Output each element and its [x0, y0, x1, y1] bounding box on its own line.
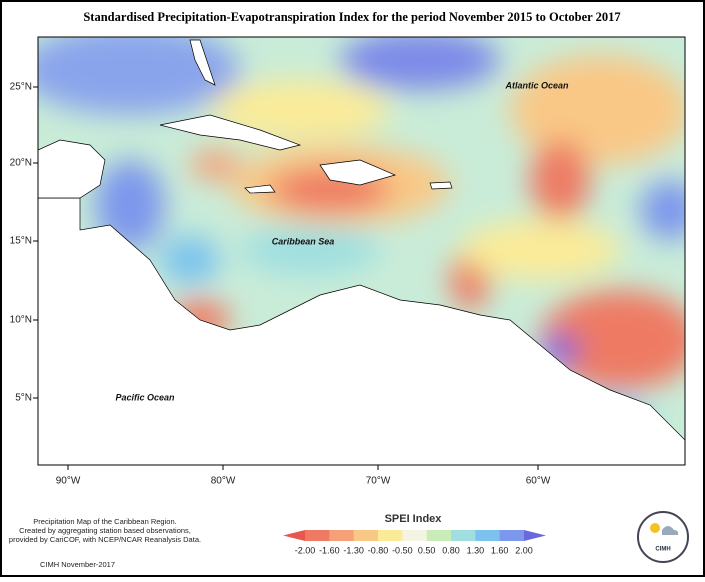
land-yucatan: [38, 139, 106, 199]
logo: CIMH: [637, 511, 689, 563]
lat-label: 10°N: [10, 315, 32, 326]
lon-label: 60°W: [526, 476, 551, 487]
legend: -2.00 -1.60 -1.30 -0.80 -0.50 0.50 0.80 1.30 1.6…: [283, 530, 546, 555]
lat-label: 15°N: [10, 236, 32, 247]
lon-axis: 90°W 80°W 70°W 60°W: [56, 465, 551, 487]
legend-label: 0.50: [418, 545, 436, 555]
land-florida: [189, 39, 216, 86]
legend-swatch: [402, 530, 428, 541]
footer-line: provided by CariCOF, with NCEP/NCAR Rean…: [9, 535, 201, 544]
legend-label: -0.50: [392, 545, 413, 555]
legend-swatch: [426, 530, 452, 541]
legend-swatch: [353, 530, 379, 541]
legend-label: 0.80: [442, 545, 460, 555]
title: Standardised Precipitation-Evapotranspir…: [83, 10, 620, 24]
land-south: [38, 197, 685, 465]
legend-label: -1.60: [319, 545, 340, 555]
ocean-label: Atlantic Ocean: [504, 80, 569, 90]
legend-title: SPEI Index: [385, 513, 443, 525]
lat-label: 20°N: [10, 158, 32, 169]
legend-swatch: [475, 530, 501, 541]
legend-swatch: [329, 530, 355, 541]
lon-label: 80°W: [211, 476, 236, 487]
legend-swatch: [283, 530, 305, 541]
land-hispaniola: [319, 159, 397, 186]
legend-swatch: [524, 530, 546, 541]
legend-label: -1.30: [343, 545, 364, 555]
spei-field: [38, 37, 685, 445]
lat-axis: 25°N 20°N 15°N 10°N 5°N: [10, 82, 38, 404]
lat-label: 25°N: [10, 82, 32, 93]
legend-swatch: [499, 530, 525, 541]
legend-label: 1.60: [491, 545, 509, 555]
land-puerto-rico: [429, 181, 453, 190]
lon-label: 70°W: [366, 476, 391, 487]
legend-label: -2.00: [295, 545, 316, 555]
footer-line: Created by aggregating station based obs…: [19, 526, 191, 535]
map: [38, 37, 685, 465]
lon-label: 90°W: [56, 476, 81, 487]
map-border: [37, 36, 686, 466]
legend-label: -0.80: [368, 545, 389, 555]
ocean-label: Pacific Ocean: [115, 392, 175, 402]
land-jamaica: [244, 184, 276, 194]
legend-swatch: [451, 530, 476, 541]
footer: Precipitation Map of the Caribbean Regio…: [9, 517, 201, 569]
legend-label: 2.00: [515, 545, 533, 555]
legend-swatch: [378, 530, 403, 541]
credit: CIMH November-2017: [40, 560, 115, 569]
footer-line: Precipitation Map of the Caribbean Regio…: [33, 517, 176, 526]
ocean-label: Caribbean Sea: [272, 236, 335, 246]
logo-text: CIMH: [655, 547, 670, 553]
land-cuba: [159, 114, 302, 151]
legend-label: 1.30: [467, 545, 485, 555]
lat-label: 5°N: [15, 393, 32, 404]
legend-swatch: [305, 530, 330, 541]
